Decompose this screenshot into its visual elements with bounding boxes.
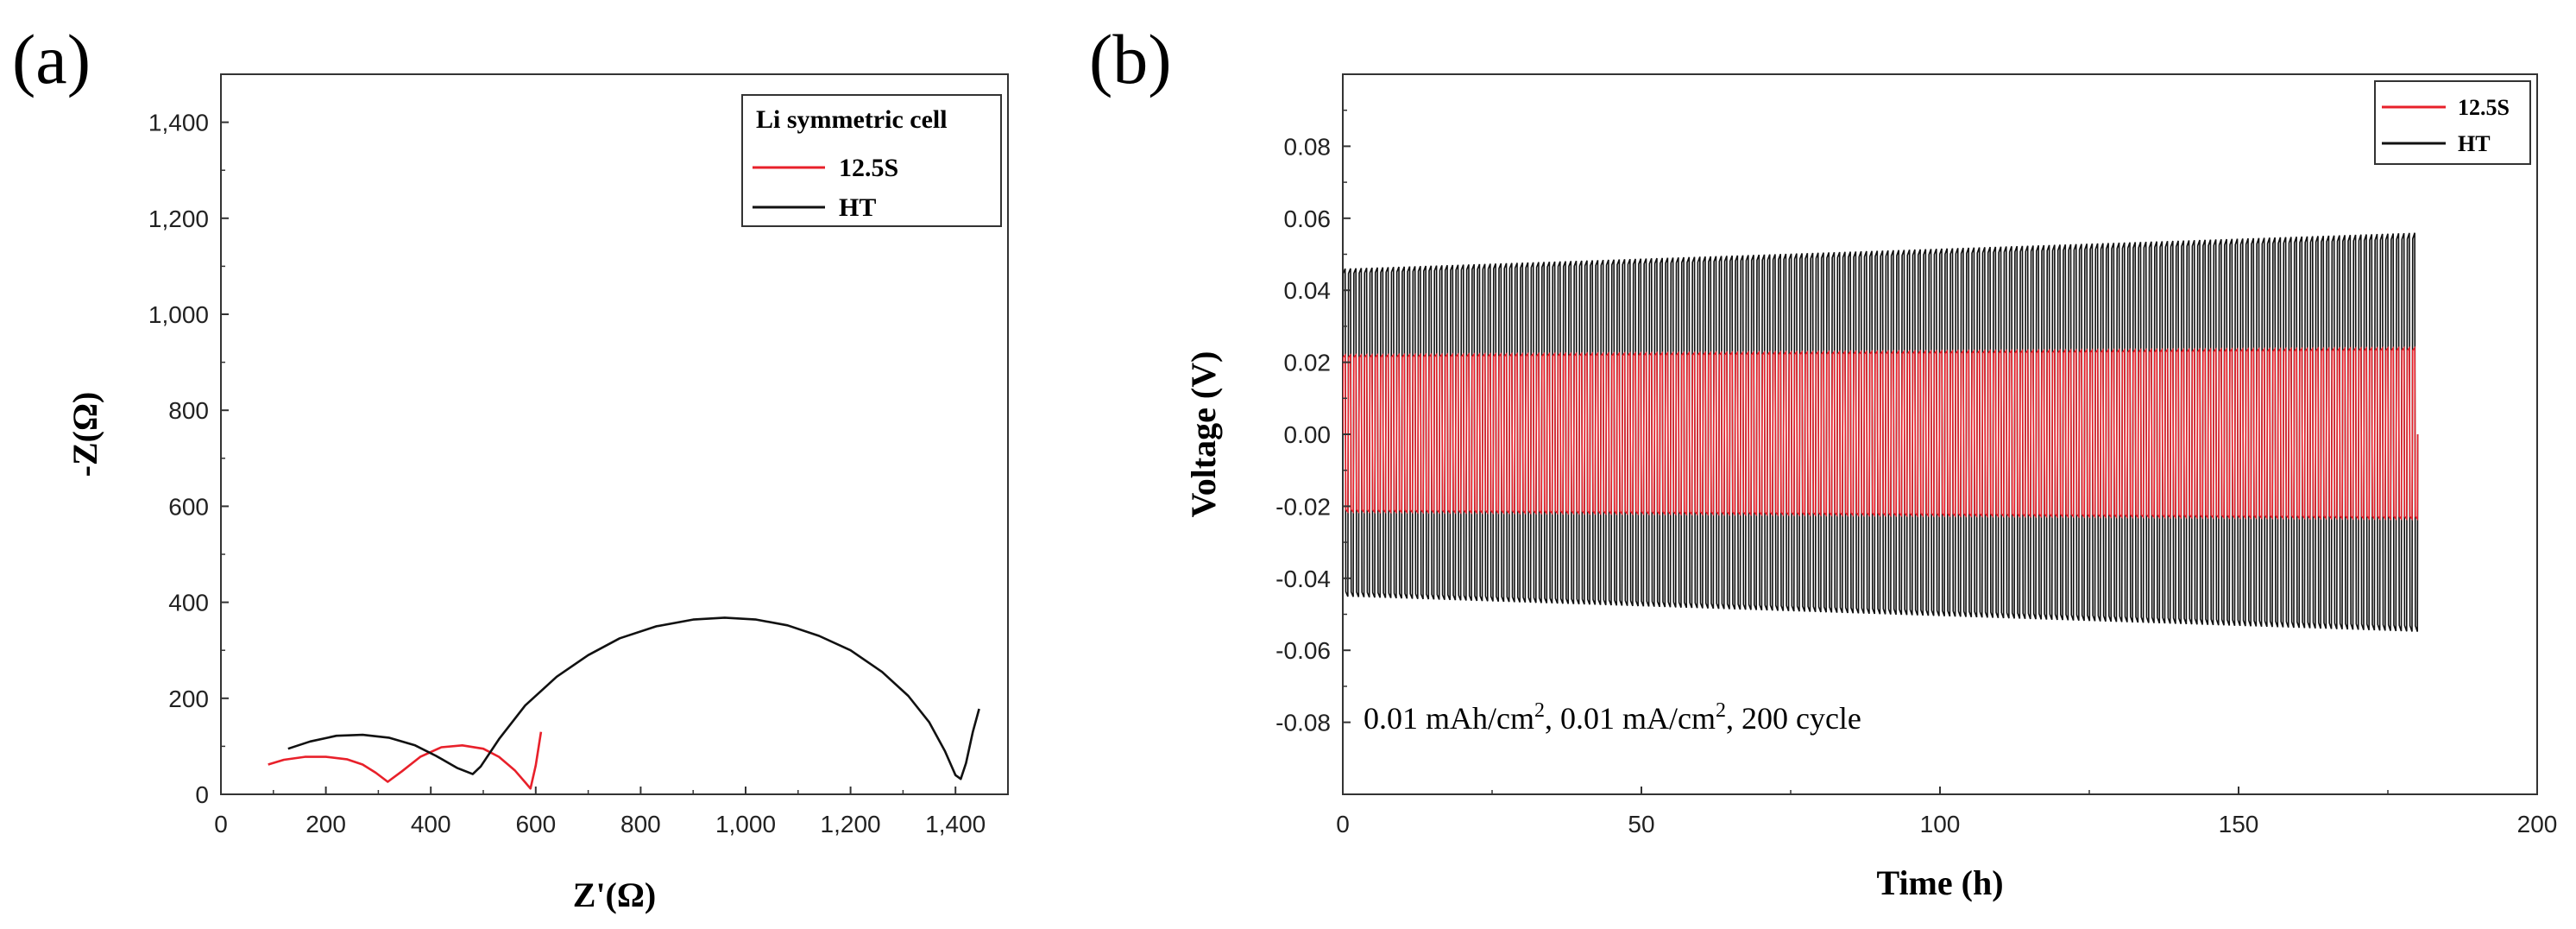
panel-a-legend: Li symmetric cell 12.5S HT [741,94,1002,227]
annotation-part1: 0.01 mAh/cm [1364,701,1534,736]
a-x-tick-label-0: 0 [214,811,228,837]
annotation-part3: , 200 cycle [1726,701,1861,736]
a-series-line-ht [287,616,980,780]
annotation-part2: , 0.01 mA/cm [1545,701,1716,736]
panel-b-legend-box [2374,80,2531,165]
a-series-line-12-5s [268,731,543,790]
panel-a-legend-box [741,94,1002,227]
panel-b: (b) 0 50 100 150 200 -0.08 -0.06 -0.04 -0.02 0.0… [1089,20,2557,902]
panel-a-y-axis: 0 200 400 600 800 1,000 1,200 1,400 [148,110,229,808]
b-y-tick-label-6: 0.04 [1284,277,1332,304]
b-y-tick-label-2: -0.04 [1275,566,1331,592]
a-y-tick-label-600: 600 [168,493,209,520]
annotation-sup2: 2 [1716,699,1726,722]
panel-b-y-label: Voltage (V) [1184,351,1223,518]
legend-label-ht: HT [839,193,876,222]
a-x-tick-label-200: 200 [305,811,346,837]
b-x-tick-label-100: 100 [1920,811,1961,837]
a-x-tick-label-600: 600 [515,811,556,837]
b-y-tick-label-3: -0.02 [1275,493,1331,520]
a-y-tick-label-1200: 1,200 [148,205,209,232]
a-x-tick-label-800: 800 [620,811,661,837]
panel-b-x-label: Time (h) [1876,863,2003,902]
a-y-tick-label-800: 800 [168,397,209,424]
a-y-tick-label-200: 200 [168,686,209,712]
panel-b-legend: 12.5S HT [2374,80,2531,165]
legend-label-12-5s: 12.5S [839,154,898,182]
panel-a-plot-frame [220,73,1009,795]
panel-a-x-axis: 0 200 400 600 800 1,000 1,200 1,400 [214,787,986,837]
b-x-tick-label-0: 0 [1336,811,1350,837]
panel-b-label: (b) [1089,20,1172,98]
a-x-tick-label-1200: 1,200 [821,811,881,837]
b-y-tick-label-4: 0.00 [1284,421,1332,448]
panel-a: (a) 0 200 400 600 800 1,000 1,200 1,400 0 200 400… [12,20,1009,914]
a-x-tick-label-1400: 1,400 [925,811,986,837]
b-x-tick-label-50: 50 [1628,811,1654,837]
b-series-line-12-5s [1343,345,2419,521]
b-y-tick-label-8: 0.08 [1284,133,1332,160]
a-x-tick-label-1000: 1,000 [715,811,776,837]
a-x-tick-label-400: 400 [411,811,451,837]
b-x-tick-label-200: 200 [2517,811,2558,837]
panel-b-x-axis: 0 50 100 150 200 [1336,787,2557,837]
panel-a-x-label: Z'(Ω) [573,875,656,914]
panel-b-y-axis: -0.08 -0.06 -0.04 -0.02 0.00 0.02 0.04 0.06 0.08 [1275,109,1351,736]
a-y-tick-label-0: 0 [195,781,209,808]
a-y-tick-label-1000: 1,000 [148,301,209,328]
b-y-tick-label-0: -0.08 [1275,710,1331,736]
a-y-tick-label-400: 400 [168,590,209,616]
panel-b-legend-label-ht: HT [2458,131,2491,156]
b-y-tick-label-7: 0.06 [1284,205,1332,232]
a-y-tick-label-1400: 1,400 [148,110,209,136]
panel-b-legend-label-12-5s: 12.5S [2458,95,2510,120]
panel-a-legend-title: Li symmetric cell [756,105,948,134]
b-y-tick-label-1: -0.06 [1275,637,1331,664]
annotation-sup1: 2 [1534,699,1545,722]
panel-a-y-label: -Z(Ω) [66,392,104,477]
panel-b-series [1343,232,2419,632]
b-x-tick-label-150: 150 [2219,811,2259,837]
b-y-tick-label-5: 0.02 [1284,350,1332,376]
panel-a-series [268,616,980,790]
panel-b-annotation: 0.01 mAh/cm2, 0.01 mA/cm2, 200 cycle [1364,699,1861,736]
panel-a-label: (a) [12,20,91,98]
